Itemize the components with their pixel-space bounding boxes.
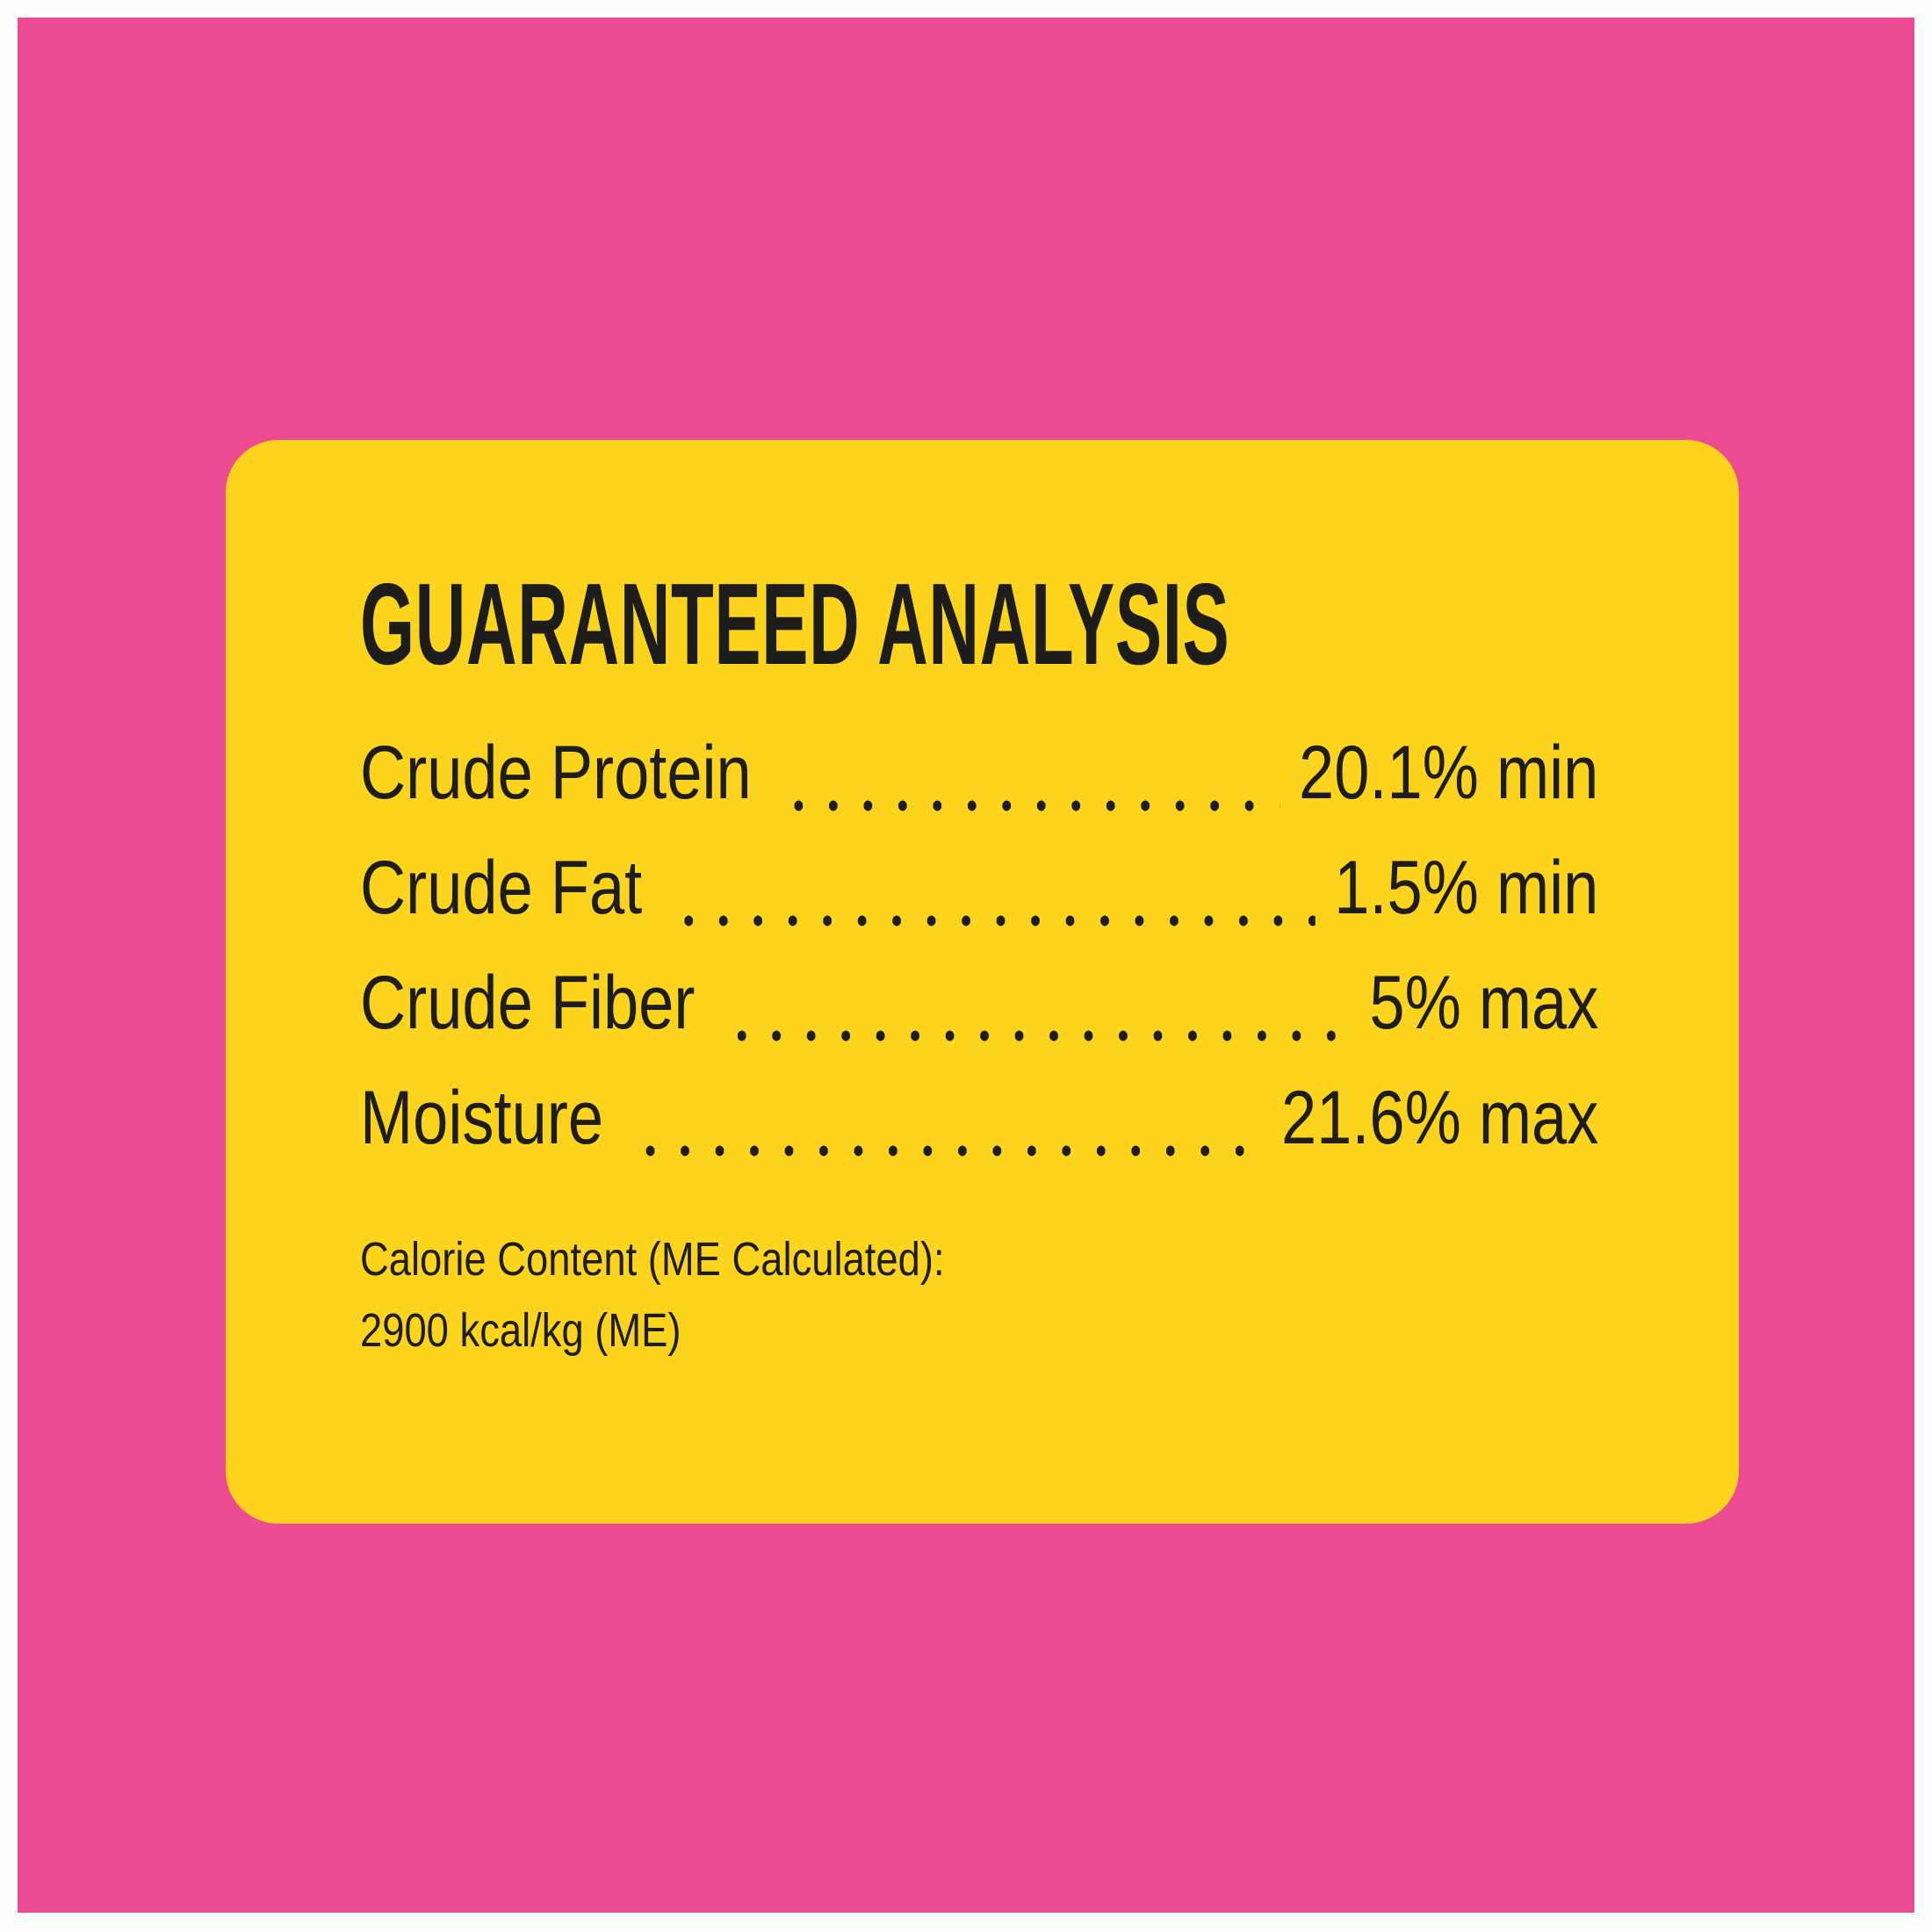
row-label: Moisture <box>360 1076 604 1160</box>
row-value: 5% max <box>1369 961 1599 1045</box>
dot-leader <box>776 800 1280 811</box>
row-value: 1.5% min <box>1334 846 1599 930</box>
calorie-content-value: 2900 kcal/kg (ME) <box>360 1304 681 1357</box>
row-label: Crude Fiber <box>360 961 696 1045</box>
row-value: 21.6% max <box>1280 1076 1599 1160</box>
row-label: Crude Protein <box>360 731 752 815</box>
dot-leader <box>628 1145 1263 1157</box>
row-label: Crude Fat <box>360 846 643 930</box>
card-content: GUARANTEED ANALYSIS Crude Protein 20.1% … <box>360 440 1598 1366</box>
pink-background: GUARANTEED ANALYSIS Crude Protein 20.1% … <box>18 18 1914 1913</box>
dot-leader <box>667 915 1316 926</box>
guaranteed-analysis-card: GUARANTEED ANALYSIS Crude Protein 20.1% … <box>226 440 1739 1524</box>
analysis-row-crude-protein: Crude Protein 20.1% min <box>360 716 1598 831</box>
analysis-row-moisture: Moisture 21.6% max <box>360 1061 1598 1176</box>
analysis-row-crude-fiber: Crude Fiber 5% max <box>360 946 1598 1061</box>
analysis-row-crude-fat: Crude Fat 1.5% min <box>360 831 1598 946</box>
row-value: 20.1% min <box>1299 731 1599 815</box>
guaranteed-analysis-title: GUARANTEED ANALYSIS <box>360 559 1230 688</box>
calorie-content: Calorie Content (ME Calculated): 2900 kc… <box>360 1224 1598 1366</box>
analysis-rows: Crude Protein 20.1% min Crude Fat 1.5% m… <box>360 716 1598 1176</box>
calorie-content-heading: Calorie Content (ME Calculated): <box>360 1233 945 1286</box>
dot-leader <box>719 1030 1351 1042</box>
